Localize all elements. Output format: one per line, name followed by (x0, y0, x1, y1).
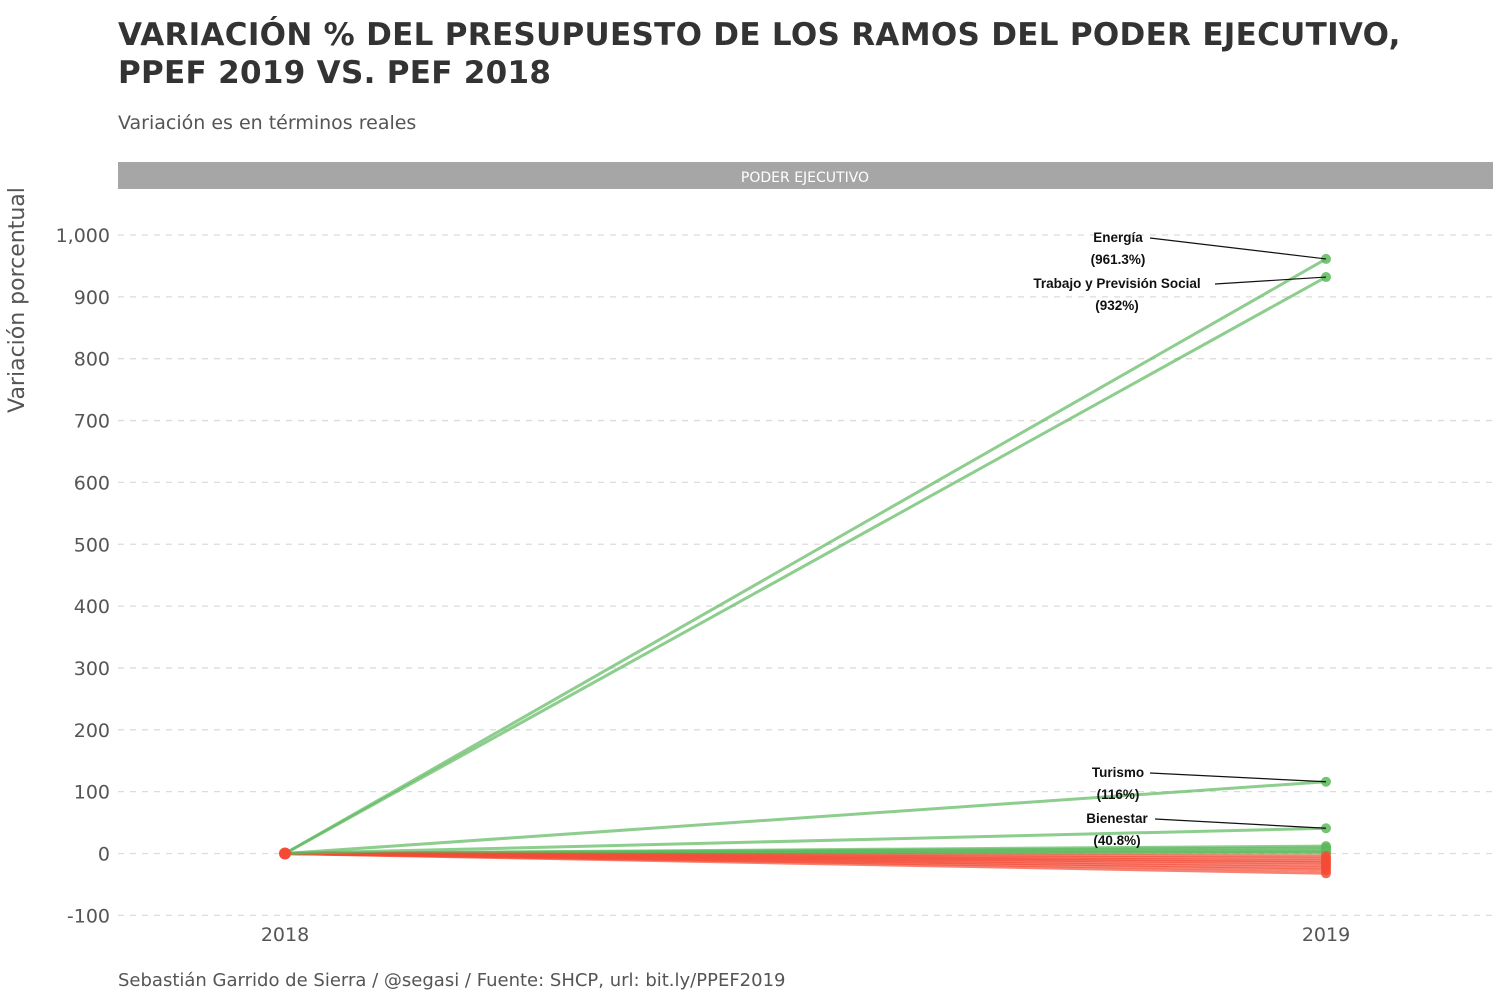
annotation-name: Energía (1093, 230, 1143, 245)
chart-caption: Sebastián Garrido de Sierra / @segasi / … (118, 970, 786, 991)
series-line (284, 852, 1327, 875)
annotation-name: Turismo (1092, 765, 1144, 780)
x-tick-label: 2018 (261, 924, 309, 946)
y-tick-label: 0 (98, 844, 110, 866)
y-tick-label: 300 (74, 658, 110, 680)
annotation-value: (932%) (1095, 298, 1139, 313)
annotation-name: Trabajo y Previsión Social (1033, 276, 1200, 291)
annotation-leader (1149, 237, 1327, 260)
facet-strip (118, 162, 1493, 189)
y-tick-label: 200 (74, 720, 110, 742)
chart-title: VARIACIÓN % DEL PRESUPUESTO DE LOS RAMOS… (118, 17, 1401, 91)
y-tick-label: 800 (74, 349, 110, 371)
facet-strip-label: PODER EJECUTIVO (741, 170, 869, 186)
data-point-2019 (1321, 868, 1331, 879)
y-tick-label: 700 (74, 411, 110, 433)
annotation-name: Bienestar (1086, 811, 1148, 826)
chart-subtitle: Variación es en términos reales (118, 112, 417, 134)
series-line (284, 826, 1327, 855)
y-tick-label: 600 (74, 472, 110, 494)
y-tick-label: -100 (67, 905, 110, 927)
x-tick-label: 2019 (1302, 924, 1350, 946)
y-axis-label: Variación porcentual (5, 187, 30, 413)
y-tick-label: 100 (74, 782, 110, 804)
series-line (284, 275, 1327, 855)
annotation-value: (961.3%) (1091, 252, 1146, 267)
annotation-value: (40.8%) (1093, 833, 1140, 848)
series-line (284, 257, 1327, 855)
annotation-leader (1149, 772, 1327, 783)
y-tick-label: 1,000 (56, 225, 110, 247)
annotation-leader (1154, 818, 1327, 829)
y-tick-label: 500 (74, 534, 110, 556)
y-tick-label: 900 (74, 287, 110, 309)
annotation-leader (1214, 276, 1327, 285)
data-point-2018 (279, 847, 291, 860)
annotation-value: (116%) (1097, 787, 1140, 802)
y-tick-label: 400 (74, 596, 110, 618)
series-line (284, 780, 1327, 855)
